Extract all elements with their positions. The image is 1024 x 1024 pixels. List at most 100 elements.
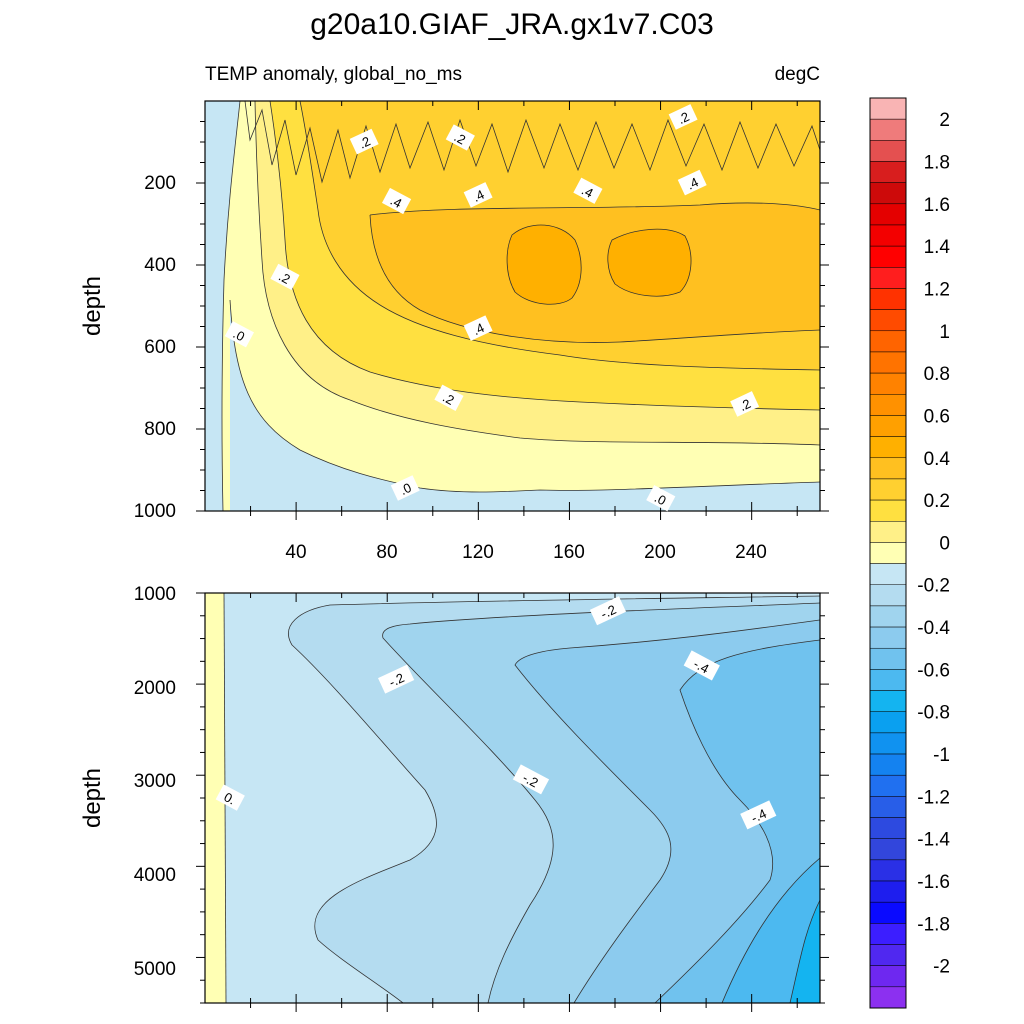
colorbar-swatch [869, 140, 907, 162]
y-tick-label: 1000 [134, 501, 176, 522]
contour-label-box [381, 187, 412, 215]
y-tick-label: 3000 [134, 771, 176, 792]
colorbar-swatch [869, 880, 907, 903]
colorbar-swatch [869, 245, 907, 268]
contour-label: .2 [445, 124, 475, 151]
colorbar-swatch [869, 944, 907, 966]
contour-label: .2 [434, 384, 464, 411]
y-tick-label: 5000 [134, 959, 176, 980]
contour-label-box [677, 169, 707, 196]
y-tick-label: 400 [144, 255, 176, 276]
y-tick-label: 2000 [134, 678, 176, 699]
contour-label-text: -.4 [749, 806, 769, 826]
colorbar-label: -0.4 [917, 618, 950, 639]
colorbar-label: 2 [939, 110, 950, 131]
contour-label-box [224, 321, 254, 348]
colorbar-label: -1 [933, 745, 950, 766]
contour-label-text: -.2 [598, 602, 618, 622]
colorbar-swatch [869, 605, 907, 628]
colorbar-swatch [869, 774, 907, 797]
colorbar-label: -0.2 [917, 576, 950, 597]
contour-label: .2 [349, 128, 379, 155]
colorbar-swatch [869, 923, 907, 945]
colorbar-swatch [869, 309, 907, 332]
upper-panel: 200 400 600 800 1000 40 80 120 160 200 2… [79, 100, 829, 563]
colorbar-swatch [869, 690, 907, 712]
contour-label: .4 [573, 177, 603, 204]
colorbar-swatch [869, 267, 907, 289]
contour-label: .4 [463, 182, 493, 208]
contour-label-box [683, 650, 720, 681]
contour-label-text: -.2 [386, 670, 406, 690]
contour-label-text: -.4 [691, 656, 711, 676]
contour-label: .0 [390, 475, 420, 501]
contour-label-box [512, 764, 550, 795]
contour-label-box [378, 664, 415, 694]
contour-line [229, 299, 820, 493]
colorbar-swatch [869, 711, 907, 734]
colorbar-label: 1.8 [924, 152, 950, 173]
contour-label: -.4 [683, 650, 720, 681]
x-tick-label: 80 [376, 542, 397, 563]
colorbar-label: 1.4 [924, 237, 951, 258]
y-tick-label: 4000 [134, 865, 176, 886]
contour-label: .4 [677, 169, 707, 196]
colorbar-swatch [869, 97, 907, 120]
lower-contour-fills [205, 593, 820, 1003]
colorbar-swatch [869, 203, 907, 226]
colorbar-swatch [869, 796, 907, 818]
contour-line [369, 202, 820, 216]
contour-label: .0 [224, 321, 254, 348]
contour-line [269, 101, 820, 411]
contour-label: .2 [668, 104, 698, 130]
contour-label: .2 [730, 391, 760, 417]
contour-label-box [573, 177, 603, 204]
contour-label-box [730, 391, 760, 417]
contour-line [607, 228, 692, 297]
colorbar-swatch [869, 372, 907, 395]
chart-title: g20a10.GIAF_JRA.gx1v7.C03 [310, 8, 714, 41]
contour-label-box [668, 104, 698, 130]
contour-label-box [349, 128, 379, 155]
contour-label-text: -.2 [520, 770, 540, 790]
y-tick-label: 200 [144, 173, 176, 194]
colorbar-label: -1.4 [917, 830, 950, 851]
colorbar-label: 1 [939, 322, 950, 343]
x-tick-label: 240 [735, 542, 767, 563]
colorbar-label: 1.6 [924, 195, 950, 216]
contour-line [506, 224, 582, 305]
colorbar-swatch [869, 457, 907, 480]
colorbar-swatch [869, 626, 907, 649]
colorbar-swatch [869, 542, 907, 564]
colorbar-label: -0.6 [917, 660, 950, 681]
colorbar-swatch [869, 288, 907, 310]
colorbar-swatch [869, 521, 907, 543]
colorbar-swatch [869, 965, 907, 988]
upper-x-tick-labels: 40 80 120 160 200 240 [285, 542, 766, 563]
contour-line [254, 101, 820, 446]
contour-line [288, 595, 820, 1003]
contour-label-box [270, 263, 300, 290]
contour-line [369, 214, 820, 343]
contour-label-box [434, 384, 464, 411]
contour-line [221, 101, 241, 511]
contour-label-box [463, 315, 493, 341]
colorbar-swatch [869, 415, 907, 437]
colorbar-swatch [869, 330, 907, 353]
lower-y-axis-label: depth [79, 768, 106, 828]
colorbar-swatch [869, 436, 907, 459]
colorbar-tick-labels: 2 1.8 1.6 1.4 1.2 1 0.8 0.6 0.4 0.2 0 -0.2 -0.4 -0.6 -… [917, 110, 950, 978]
fill-0.5-to-0.6-a [507, 224, 582, 305]
contour-line [382, 602, 820, 1003]
colorbar-swatch [869, 499, 907, 522]
colorbar-swatch [869, 351, 907, 374]
contour-label: -.2 [378, 664, 415, 694]
contour-line [721, 857, 820, 1003]
fill-0.4-to-0.5 [370, 202, 820, 343]
y-tick-label: 600 [144, 337, 176, 358]
fill-0-to-0.1 [205, 593, 226, 1003]
colorbar-swatch [869, 118, 907, 141]
x-tick-label: 120 [462, 542, 494, 563]
contour-label-box [463, 182, 493, 208]
